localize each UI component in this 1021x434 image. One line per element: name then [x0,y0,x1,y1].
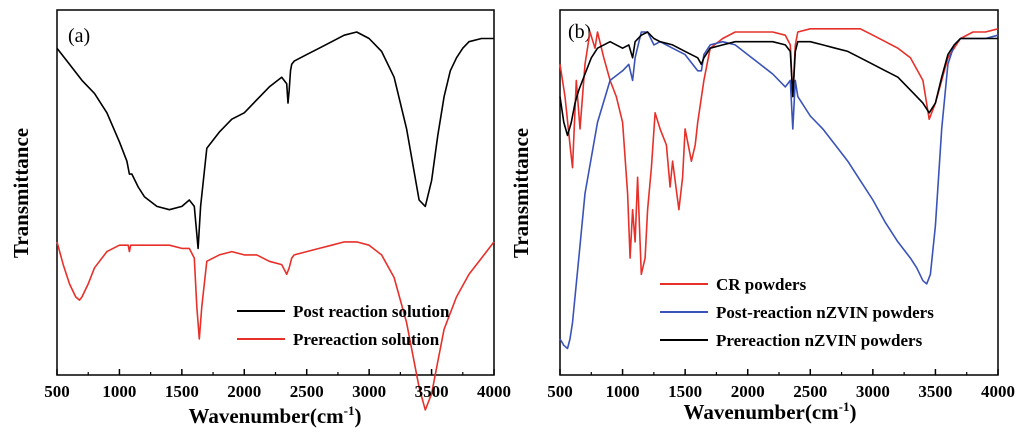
panel-a-x-axis-title-main: Wavenumber(cm [189,404,345,428]
panel-b-y-axis-title: Transmittance [509,128,533,258]
panel-b-x-tick-label-0: 500 [547,382,573,401]
panel-a-series-1-line [56,241,495,411]
panel-b-x-axis-title: Wavenumber(cm-1) [684,399,857,424]
panel-b-x-axis-title-sup: -1 [839,399,850,414]
panel-a-legend-label-0: Post reaction solution [293,302,450,321]
panel-a-x-axis-title-end: ) [355,404,362,428]
panel-a-x-tick-label-6: 3500 [415,382,449,401]
panel-b-series-2-line [559,31,998,137]
panel-b-x-tick-label-3: 2000 [731,382,765,401]
panel-a-series [56,31,495,411]
panel-b-x-tick-label-2: 1500 [668,382,702,401]
panel-b-x-tick-label-1: 1000 [606,382,640,401]
panel-a-x-axis-title-sup: -1 [344,403,355,418]
panel-a-x-tick-label-4: 2500 [290,382,324,401]
panel-a-x-tick-label-5: 3000 [352,382,386,401]
panel-a-x-axis-title: Wavenumber(cm-1) [189,403,362,428]
panel-a-y-axis-title: Transmittance [9,128,33,258]
panel-a-x-tick-label-3: 2000 [227,382,261,401]
panel-b-x-tick-label-5: 3000 [856,382,890,401]
panel-a-x-ticks: 500 1000 1500 2000 2500 3000 3500 4000 [44,369,511,401]
panel-b-x-axis-title-end: ) [850,400,857,424]
panel-b-legend-label-1: Post-reaction nZVIN powders [716,303,934,322]
panel-a-x-tick-label-7: 4000 [477,382,511,401]
panel-b-series-0-line [559,28,999,276]
panel-b-legend-label-0: CR powders [716,275,807,294]
panel-b-x-ticks: 500 1000 1500 2000 2500 3000 3500 4000 [547,369,1015,401]
panel-b-x-tick-label-7: 4000 [981,382,1015,401]
panel-b-series-1-line [559,31,999,350]
panel-a-label: (a) [68,25,90,47]
panel-b-x-tick-label-6: 3500 [918,382,952,401]
panel-b-legend-label-2: Prereaction nZVIN powders [716,331,923,350]
panel-a-legend: Post reaction solution Prereaction solut… [237,302,450,349]
panel-b-label: (b) [568,21,591,43]
panel-b: (b) 500 1000 1500 2000 2500 3000 3500 4000 Tran… [509,9,1015,424]
panel-a-x-tick-label-1: 1000 [102,382,136,401]
panel-b-series [559,28,999,350]
panel-a-series-0-line [56,31,494,250]
panel-b-x-tick-label-4: 2500 [793,382,827,401]
panel-b-x-axis-title-main: Wavenumber(cm [684,400,840,424]
panel-b-legend: CR powders Post-reaction nZVIN powders P… [660,275,934,350]
panel-a-x-tick-label-2: 1500 [165,382,199,401]
panel-a-x-tick-label-0: 500 [44,382,70,401]
panel-a: (a) 500 1000 1500 2000 2500 3000 3500 4000 Tran… [9,9,511,428]
panel-a-legend-label-1: Prereaction solution [293,330,440,349]
